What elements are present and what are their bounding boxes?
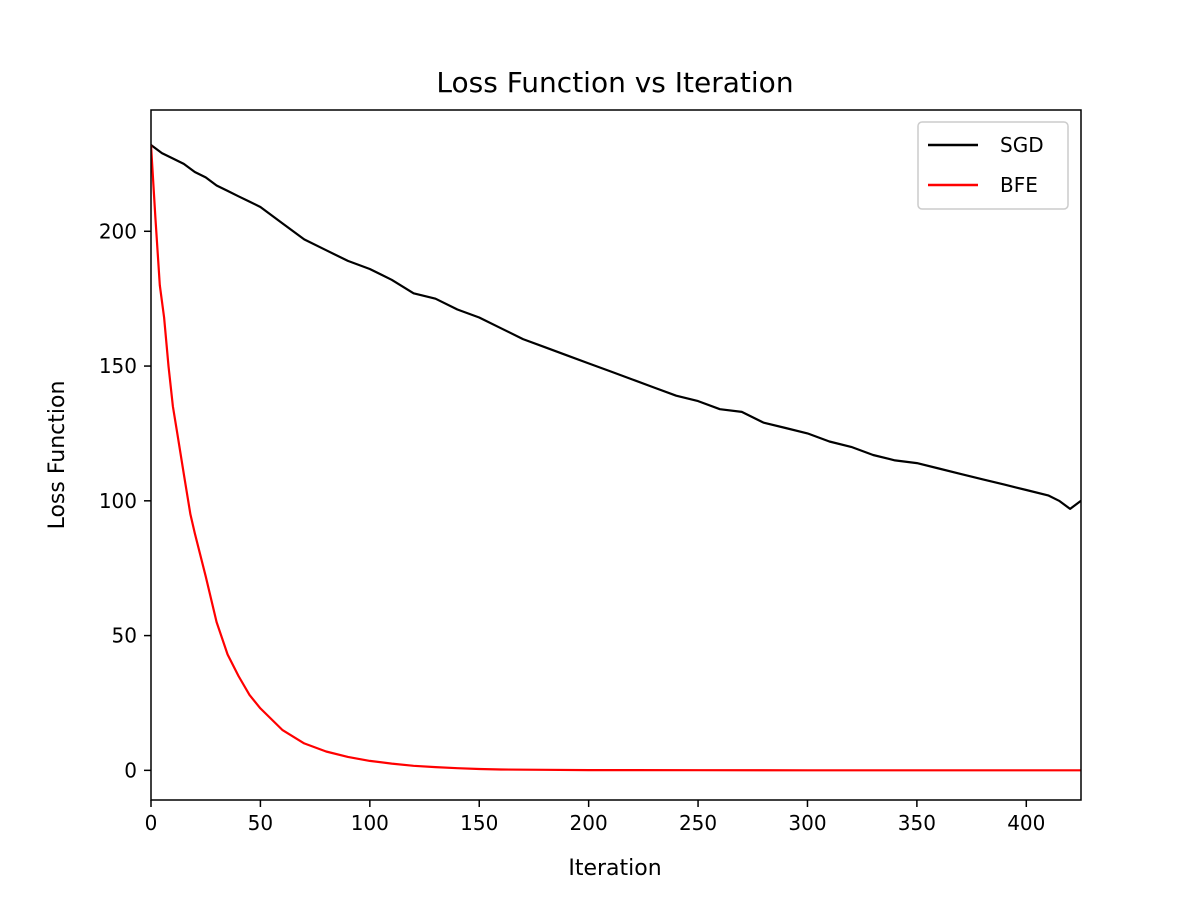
y-axis: 0 50 100 150 200	[99, 219, 151, 782]
legend: SGD BFE	[917, 121, 1069, 210]
legend-label-sgd: SGD	[1000, 133, 1044, 157]
legend-box	[917, 121, 1069, 210]
chart-title: Loss Function vs Iteration	[436, 66, 793, 99]
x-tick-label: 300	[788, 811, 826, 835]
x-tick-label: 150	[460, 811, 498, 835]
y-axis-label: Loss Function	[45, 381, 70, 530]
plot-frame	[150, 109, 1082, 801]
x-tick-label: 100	[351, 811, 389, 835]
y-tick-label: 100	[99, 489, 137, 513]
x-tick-label: 50	[248, 811, 273, 835]
x-tick-label: 400	[1007, 811, 1045, 835]
y-tick-label: 150	[99, 354, 137, 378]
x-tick-label: 200	[570, 811, 608, 835]
x-tick-label: 250	[679, 811, 717, 835]
y-tick-label: 200	[99, 219, 137, 243]
legend-label-bfe: BFE	[1000, 173, 1038, 197]
series-line-sgd	[151, 144, 1081, 510]
x-axis: 0 50 100 150 200 250 300 350 400	[145, 800, 1045, 835]
y-tick-label: 0	[124, 758, 137, 782]
series-line-bfe	[151, 144, 1081, 772]
y-tick-label: 50	[112, 624, 137, 648]
x-tick-label: 0	[145, 811, 158, 835]
plot-area	[151, 144, 1081, 772]
x-tick-label: 350	[898, 811, 936, 835]
x-axis-label: Iteration	[568, 856, 661, 881]
